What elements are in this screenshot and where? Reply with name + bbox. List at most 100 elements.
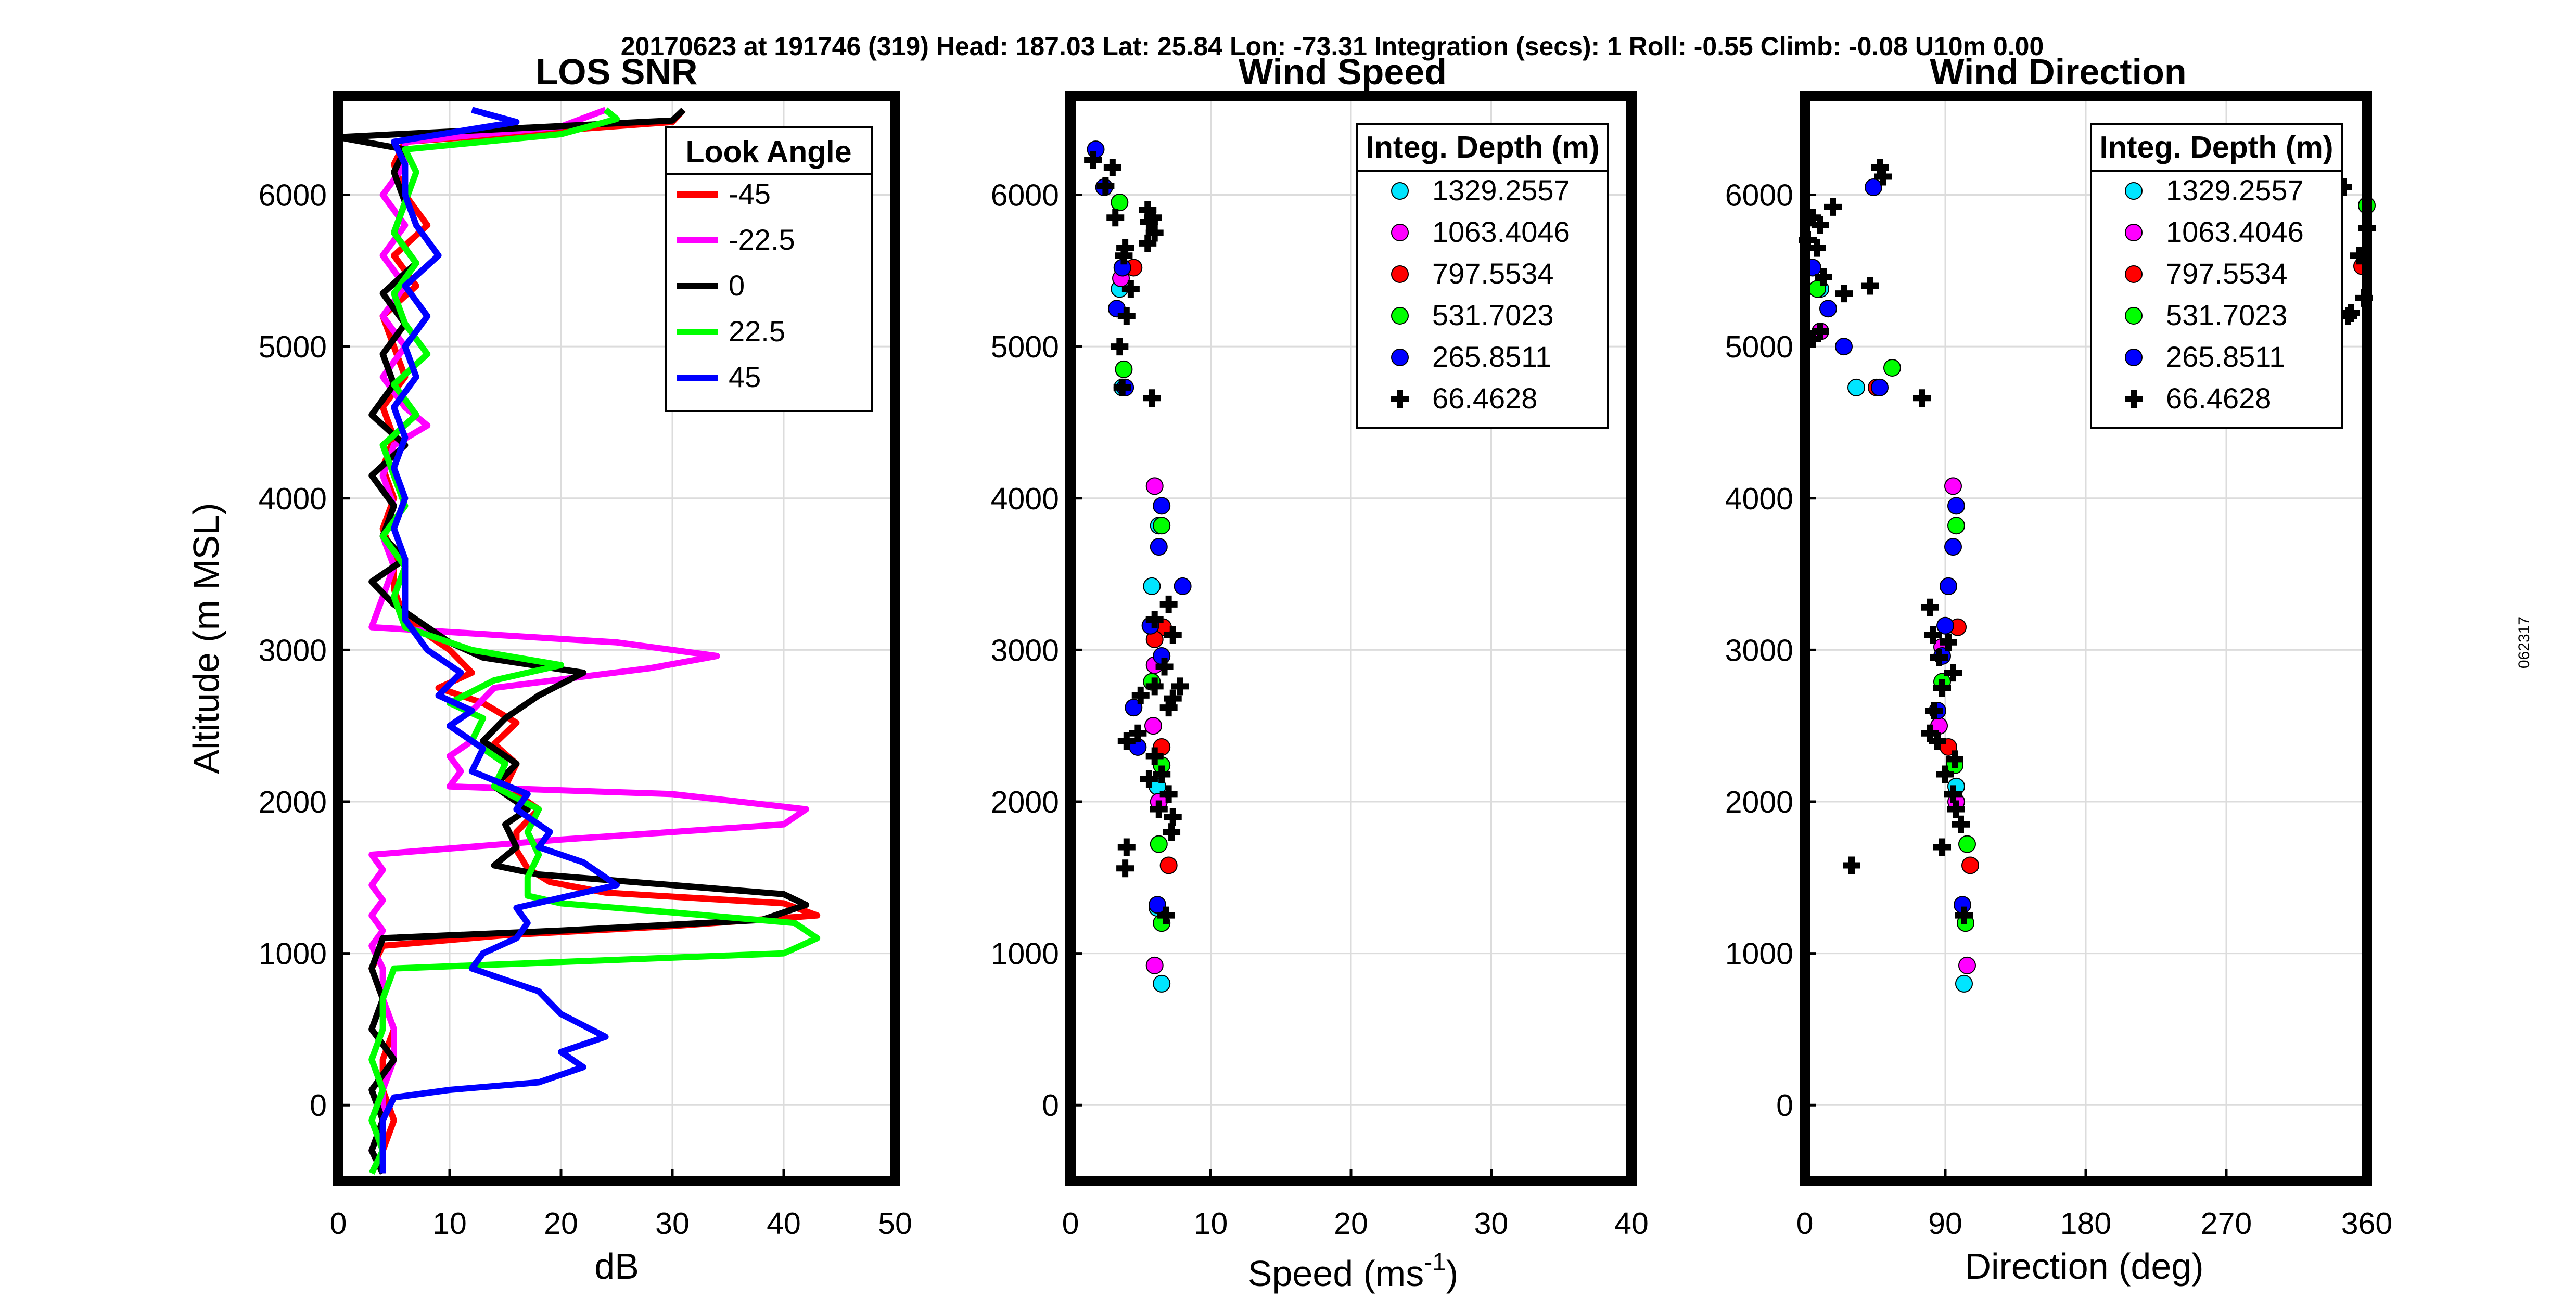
- speed-legend-label-3: 531.7023: [1432, 299, 1554, 331]
- speed-point-3-4: [1153, 517, 1171, 535]
- direction-point-4-4: [1940, 577, 1957, 595]
- speed-point-5-32: [1139, 201, 1157, 219]
- direction-point-5-4: [1947, 800, 1965, 818]
- speed-legend-entries: 1329.2557 1063.4046 797.5534 531.7023 265.85…: [1391, 174, 1570, 415]
- speed-point-0-3: [1143, 577, 1161, 595]
- speed-data: [1084, 140, 1192, 993]
- speed-legend-label-5: 66.4628: [1432, 382, 1537, 415]
- speed-point-5-1: [1117, 838, 1136, 856]
- snr-legend-label-2: 0: [729, 269, 745, 302]
- speed-x-tick-label: 30: [1474, 1206, 1509, 1241]
- speed-point-5-33: [1106, 209, 1125, 227]
- speed-legend-swatch-2: [1391, 265, 1409, 283]
- direction-point-4-11: [1865, 178, 1882, 196]
- snr-legend-box: [665, 126, 873, 412]
- speed-point-4-7: [1153, 497, 1171, 515]
- speed-x-label: Speed (ms-1): [1248, 1249, 1458, 1294]
- direction-y-tick-label: 3000: [1725, 633, 1793, 667]
- direction-point-5-7: [1946, 750, 1963, 768]
- snr-y-tick-label: 3000: [259, 633, 327, 667]
- snr-series-line-4: [379, 107, 620, 1174]
- speed-point-4-6: [1150, 538, 1168, 556]
- direction-point-5-19: [1874, 168, 1892, 186]
- direction-point-3-5: [1883, 358, 1901, 377]
- direction-x-tick-label: 270: [2201, 1206, 2252, 1241]
- snr-x-tick-label: 30: [655, 1206, 690, 1241]
- snr-legend: Look Angle -45 -22.5 0 22.5 45: [665, 126, 873, 412]
- speed-point-5-14: [1159, 699, 1178, 717]
- speed-y-tick-label: 5000: [991, 330, 1059, 364]
- speed-y-tick-label: 1000: [991, 937, 1059, 971]
- direction-legend-entries: 1329.2557 1063.4046 797.5534 531.7023 265.85…: [2125, 174, 2304, 415]
- speed-point-2-0: [1159, 856, 1178, 874]
- direction-x-tick-label: 90: [1928, 1206, 1962, 1241]
- snr-y-label: Altitude (m MSL): [186, 503, 226, 774]
- direction-point-5-20: [1861, 277, 1879, 295]
- direction-legend: Integ. Depth (m) 1329.2557 1063.4046 797.5…: [2090, 123, 2343, 429]
- direction-point-5-13: [1930, 648, 1948, 666]
- direction-legend-swatch-5: [2125, 390, 2143, 408]
- speed-legend: Integ. Depth (m) 1329.2557 1063.4046 797.5…: [1356, 123, 1609, 429]
- snr-data: [335, 107, 821, 1175]
- speed-y-tick-label: 3000: [991, 633, 1059, 667]
- snr-series-line-2: [335, 107, 809, 1175]
- speed-point-5-5: [1150, 800, 1168, 818]
- snr-x-tick-label: 50: [878, 1206, 912, 1241]
- snr-ticks: 0 10 20 30 40 50 0 1000 2000 3000 4000 5000 6000: [259, 178, 912, 1241]
- speed-legend-swatch-4: [1391, 349, 1409, 366]
- speed-point-3-6: [1111, 194, 1129, 212]
- direction-point-5-25: [1808, 239, 1826, 257]
- direction-point-4-5: [1944, 538, 1962, 556]
- direction-legend-label-4: 265.8511: [2166, 340, 2285, 373]
- speed-point-5-22: [1113, 378, 1131, 396]
- speed-y-tick-label: 2000: [991, 785, 1059, 819]
- direction-y-tick-label: 0: [1776, 1088, 1793, 1123]
- direction-x-label: Direction (deg): [1965, 1246, 2203, 1287]
- direction-point-5-2: [1955, 906, 1973, 924]
- direction-legend-label-5: 66.4628: [2166, 382, 2271, 415]
- snr-x-label: dB: [594, 1246, 639, 1287]
- snr-y-tick-label: 4000: [259, 482, 327, 516]
- speed-x-tick-label: 40: [1614, 1206, 1649, 1241]
- speed-point-3-1: [1150, 835, 1168, 853]
- direction-legend-swatch-4: [2125, 349, 2143, 366]
- speed-legend-swatch-0: [1391, 182, 1409, 200]
- speed-x-tick-label: 10: [1194, 1206, 1228, 1241]
- snr-x-tick-label: 0: [330, 1206, 347, 1241]
- direction-legend-swatch-3: [2125, 307, 2143, 325]
- direction-point-4-3: [1936, 616, 1954, 635]
- snr-legend-title: Look Angle: [685, 135, 851, 169]
- direction-point-5-0: [1843, 856, 1860, 874]
- direction-y-tick-label: 5000: [1725, 330, 1793, 364]
- speed-point-5-12: [1131, 686, 1150, 704]
- direction-point-5-14: [1924, 626, 1942, 644]
- speed-x-label-superscript: -1: [1424, 1249, 1446, 1276]
- direction-point-5-17: [1913, 389, 1931, 407]
- speed-x-tick-label: 0: [1062, 1206, 1079, 1241]
- direction-point-5-10: [1925, 702, 1943, 720]
- direction-point-3-4: [1947, 517, 1965, 535]
- snr-y-tick-label: 5000: [259, 330, 327, 364]
- snr-title: LOS SNR: [535, 52, 697, 92]
- direction-point-5-22: [1815, 268, 1832, 286]
- direction-point-5-15: [1940, 633, 1957, 651]
- direction-point-3-1: [1958, 835, 1976, 853]
- side-date-label: 062317: [2516, 616, 2533, 668]
- direction-title: Wind Direction: [1930, 52, 2186, 92]
- figure-supertitle: 20170623 at 191746 (319) Head: 187.03 La…: [621, 32, 2044, 61]
- direction-legend-label-1: 1063.4046: [2166, 215, 2304, 248]
- snr-y-tick-label: 0: [310, 1088, 327, 1123]
- direction-point-4-9: [1819, 300, 1837, 318]
- speed-point-0-0: [1153, 974, 1171, 993]
- snr-series-line-3: [368, 107, 821, 1175]
- snr-axes-box: [333, 91, 900, 1186]
- direction-point-5-1: [1933, 838, 1951, 856]
- direction-point-5-3: [1952, 815, 1970, 833]
- speed-legend-swatch-1: [1391, 224, 1409, 241]
- speed-legend-label-0: 1329.2557: [1432, 174, 1570, 207]
- direction-x-tick-label: 180: [2060, 1206, 2111, 1241]
- speed-y-tick-label: 0: [1042, 1088, 1059, 1123]
- direction-point-5-5: [1944, 785, 1962, 803]
- speed-point-1-0: [1145, 956, 1164, 974]
- direction-point-1-4: [1944, 477, 1962, 495]
